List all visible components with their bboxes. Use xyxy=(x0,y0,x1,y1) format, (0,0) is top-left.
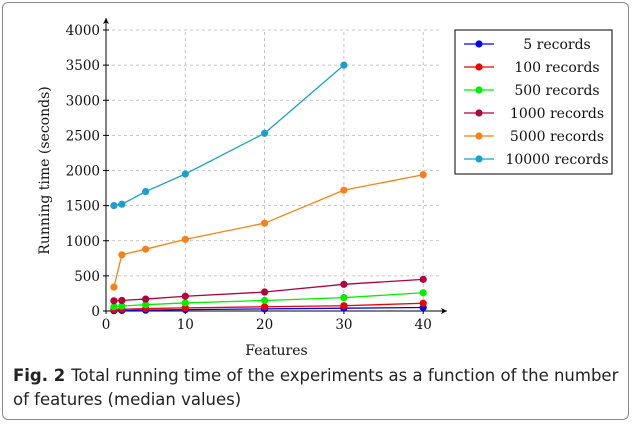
series-3-point-6 xyxy=(419,275,427,283)
legend-marker-3 xyxy=(475,109,483,117)
chart-ticks: 0 500 1000 1500 2000 2500 3000 3500 4000 0 10 20 30 4… xyxy=(66,23,432,333)
series-2-point-1 xyxy=(118,302,126,310)
legend-label-2: 500 records xyxy=(514,83,599,99)
series-2-point-3 xyxy=(181,299,189,307)
y-tick-label-1: 500 xyxy=(74,269,100,285)
chart-grid xyxy=(106,29,439,311)
x-tick-label-0: 0 xyxy=(102,317,111,333)
y-tick-label-7: 3500 xyxy=(66,58,100,74)
series-3-point-1 xyxy=(118,296,126,305)
series-line-3 xyxy=(113,278,424,302)
series-4-point-3 xyxy=(181,235,189,243)
legend-marker-4 xyxy=(475,132,483,140)
series-5-point-0 xyxy=(110,202,118,210)
series-5-point-4 xyxy=(261,129,269,137)
y-tick-label-2: 1000 xyxy=(66,234,100,250)
legend-label-0: 5 records xyxy=(523,37,590,53)
x-tick-label-3: 30 xyxy=(335,317,352,333)
x-tick-label-4: 40 xyxy=(415,317,432,333)
series-3-point-3 xyxy=(181,292,189,300)
series-4-point-6 xyxy=(419,171,427,179)
legend-marker-5 xyxy=(475,155,483,163)
legend-label-4: 5000 records xyxy=(510,129,604,145)
figure-caption: Fig. 2 Total running time of the experime… xyxy=(13,364,623,412)
legend-label-3: 1000 records xyxy=(510,106,604,122)
series-3-point-5 xyxy=(340,280,348,288)
series-5-point-1 xyxy=(118,200,126,208)
x-tick-label-1: 10 xyxy=(177,317,194,333)
y-tick-label-5: 2500 xyxy=(66,128,100,144)
series-5-point-5 xyxy=(340,61,348,69)
chart-axes xyxy=(103,18,447,314)
series-2-point-0 xyxy=(110,303,118,311)
series-line-4 xyxy=(113,174,424,288)
y-axis-arrow xyxy=(103,18,109,24)
series-2-point-6 xyxy=(419,289,427,297)
series-1-point-4 xyxy=(261,303,269,311)
series-3-point-0 xyxy=(110,297,118,305)
series-1-point-5 xyxy=(340,302,348,310)
y-tick-label-6: 3000 xyxy=(66,93,100,109)
y-axis-label: Running time (seconds) xyxy=(37,86,53,254)
series-3-point-4 xyxy=(261,288,269,296)
line-chart: 0 500 1000 1500 2000 2500 3000 3500 4000 0 10 20 30 4… xyxy=(37,18,613,359)
legend-label-1: 100 records xyxy=(514,60,599,76)
x-axis-label: Features xyxy=(245,343,307,359)
chart-series xyxy=(110,61,427,315)
series-1-point-6 xyxy=(419,299,427,307)
series-3-point-2 xyxy=(142,295,150,303)
x-tick-label-2: 20 xyxy=(256,317,273,333)
caption-text: Total running time of the experiments as… xyxy=(13,366,619,409)
series-2-point-5 xyxy=(340,294,348,302)
series-4-point-0 xyxy=(110,283,118,291)
series-5-point-3 xyxy=(181,170,189,178)
y-tick-label-0: 0 xyxy=(91,304,100,320)
y-tick-label-3: 1500 xyxy=(66,199,100,215)
series-4-point-5 xyxy=(340,186,348,194)
series-2-point-2 xyxy=(142,301,150,309)
series-4-point-1 xyxy=(118,251,126,259)
series-5-point-2 xyxy=(142,187,150,196)
legend-box xyxy=(454,29,613,175)
series-2-point-4 xyxy=(261,296,269,305)
x-axis-arrow xyxy=(441,308,447,314)
legend-marker-2 xyxy=(475,86,483,94)
legend-marker-0 xyxy=(475,40,483,48)
y-tick-label-8: 4000 xyxy=(66,23,100,39)
legend-marker-1 xyxy=(475,63,483,71)
y-tick-label-4: 2000 xyxy=(66,164,100,180)
chart-legend: 5 records 100 records 500 records 1000 reco… xyxy=(454,29,613,175)
figure-label: Fig. 2 xyxy=(13,366,66,385)
series-4-point-2 xyxy=(142,245,150,253)
legend-label-5: 10000 records xyxy=(505,152,608,168)
series-4-point-4 xyxy=(261,219,269,227)
